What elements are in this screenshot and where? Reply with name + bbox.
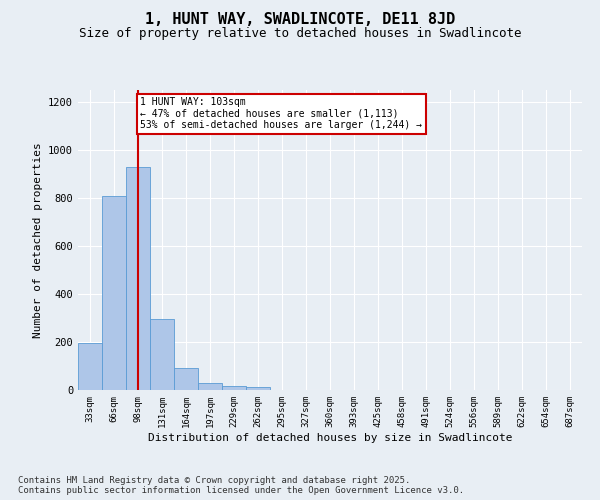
Y-axis label: Number of detached properties: Number of detached properties [32,142,43,338]
Bar [102,196,126,390]
Bar [126,167,150,390]
Text: 1 HUNT WAY: 103sqm
← 47% of detached houses are smaller (1,113)
53% of semi-deta: 1 HUNT WAY: 103sqm ← 47% of detached hou… [140,97,422,130]
Bar [222,386,246,390]
Text: Size of property relative to detached houses in Swadlincote: Size of property relative to detached ho… [79,28,521,40]
Text: 1, HUNT WAY, SWADLINCOTE, DE11 8JD: 1, HUNT WAY, SWADLINCOTE, DE11 8JD [145,12,455,28]
Bar [198,384,222,390]
Bar [174,368,198,390]
Bar [78,343,102,390]
X-axis label: Distribution of detached houses by size in Swadlincote: Distribution of detached houses by size … [148,432,512,442]
Bar [246,387,270,390]
Text: Contains HM Land Registry data © Crown copyright and database right 2025.
Contai: Contains HM Land Registry data © Crown c… [18,476,464,495]
Bar [150,319,174,390]
